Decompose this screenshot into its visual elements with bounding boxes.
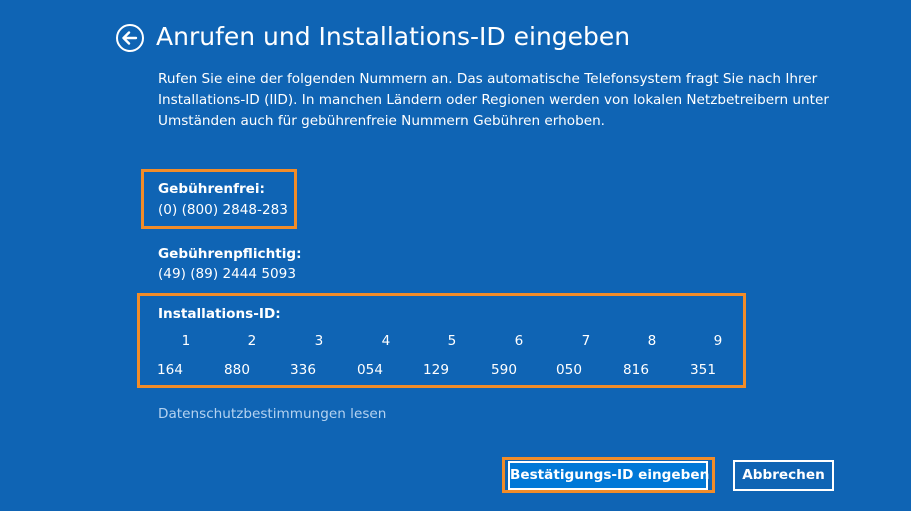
iid-column-number: 1 [181,333,191,349]
iid-group-value: 880 [224,362,250,378]
cancel-button[interactable]: Abbrechen [733,460,834,491]
toll-label: Gebührenpflichtig: [158,246,302,262]
iid-group-value: 129 [423,362,449,378]
iid-group-value: 054 [357,362,383,378]
intro-line: Installations-ID (IID). In manchen Lände… [158,92,829,108]
toll-free-number: (0) (800) 2848-283 [158,202,288,218]
installation-id-highlight [137,293,746,388]
confirm-button-highlight [502,457,715,493]
iid-column-number: 2 [247,333,257,349]
iid-column-number: 4 [381,333,391,349]
iid-column-number: 9 [713,333,723,349]
privacy-link[interactable]: Datenschutzbestimmungen lesen [158,406,387,422]
intro-text: Rufen Sie eine der folgenden Nummern an.… [158,69,858,132]
iid-column-number: 3 [314,333,324,349]
iid-column-number: 6 [514,333,524,349]
back-button[interactable] [115,23,145,53]
toll-free-highlight [141,169,297,229]
page-title: Anrufen und Installations-ID eingeben [156,22,631,51]
iid-group-value: 590 [491,362,517,378]
iid-column-number: 5 [447,333,457,349]
intro-line: Umständen auch für gebührenfreie Nummern… [158,113,606,129]
toll-free-label: Gebührenfrei: [158,181,265,197]
back-arrow-circle-icon [116,24,144,52]
intro-line: Rufen Sie eine der folgenden Nummern an.… [158,71,818,87]
confirm-id-button[interactable]: Bestätigungs-ID eingeben [508,461,709,490]
toll-number: (49) (89) 2444 5093 [158,266,296,282]
iid-column-number: 7 [581,333,591,349]
iid-column-number: 8 [647,333,657,349]
iid-group-value: 164 [157,362,183,378]
iid-group-value: 816 [623,362,649,378]
iid-group-value: 336 [290,362,316,378]
installation-id-label: Installations-ID: [158,306,281,322]
iid-group-value: 050 [556,362,582,378]
iid-group-value: 351 [690,362,716,378]
